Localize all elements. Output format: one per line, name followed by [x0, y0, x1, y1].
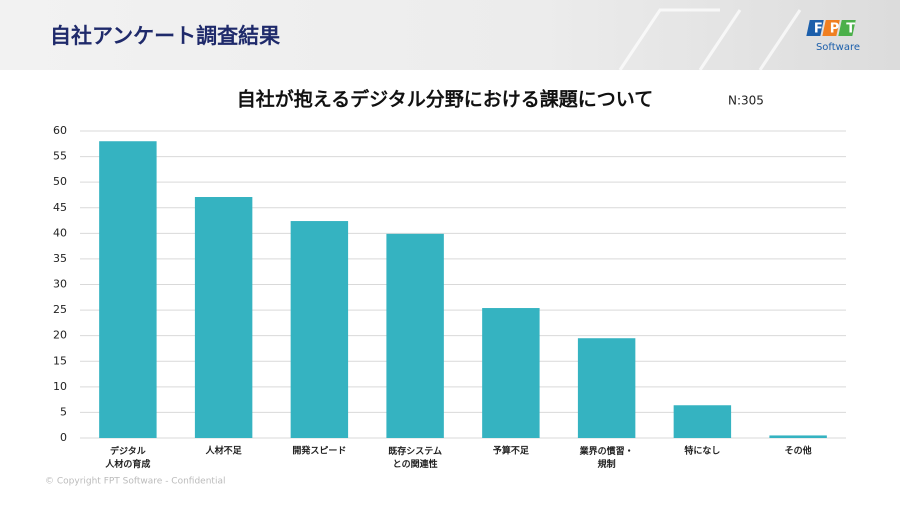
x-tick-label: その他	[785, 445, 812, 457]
bar	[673, 405, 732, 438]
bar	[482, 308, 540, 438]
y-tick-label: 40	[53, 226, 67, 239]
y-tick-label: 25	[53, 303, 67, 316]
logo-box	[838, 20, 856, 36]
x-tick-label: 開発スピード	[292, 445, 346, 457]
y-tick-label: 50	[53, 175, 67, 188]
logo-subtext: Software	[816, 42, 860, 53]
y-tick-label: 60	[53, 124, 67, 137]
bar	[769, 435, 827, 438]
x-tick-label: 予算不足	[493, 445, 530, 457]
bar	[386, 233, 444, 438]
bar	[290, 221, 349, 438]
chart-subtitle: N:305	[728, 94, 764, 108]
bar	[577, 338, 636, 438]
x-tick-label: 人材不足	[205, 445, 243, 457]
chart-title: 自社が抱えるデジタル分野における課題について	[237, 88, 653, 111]
logo-box	[806, 20, 824, 36]
x-tick-label: 特になし	[684, 445, 720, 457]
y-tick-label: 55	[53, 150, 67, 163]
y-tick-label: 10	[53, 380, 67, 393]
logo-text: FPT	[814, 22, 862, 37]
y-tick-label: 0	[60, 431, 67, 444]
bar	[194, 197, 253, 438]
y-tick-label: 30	[53, 278, 67, 291]
header-band	[0, 0, 900, 70]
logo: FPT Software	[806, 20, 862, 53]
x-tick-label: 既存システムとの関連性	[388, 445, 442, 470]
y-tick-label: 5	[60, 405, 67, 418]
header-title: 自社アンケート調査結果	[50, 24, 280, 48]
y-tick-label: 15	[53, 354, 67, 367]
y-tick-label: 20	[53, 329, 67, 342]
header-decoration	[618, 8, 802, 71]
footer-text: © Copyright FPT Software - Confidential	[45, 477, 225, 487]
y-tick-label: 45	[53, 201, 67, 214]
x-tick-label: 業界の慣習・規制	[579, 445, 634, 470]
bar	[99, 141, 157, 438]
logo-box	[822, 20, 840, 36]
y-tick-label: 35	[53, 252, 67, 265]
x-tick-label: デジタル人材の育成	[104, 445, 150, 470]
